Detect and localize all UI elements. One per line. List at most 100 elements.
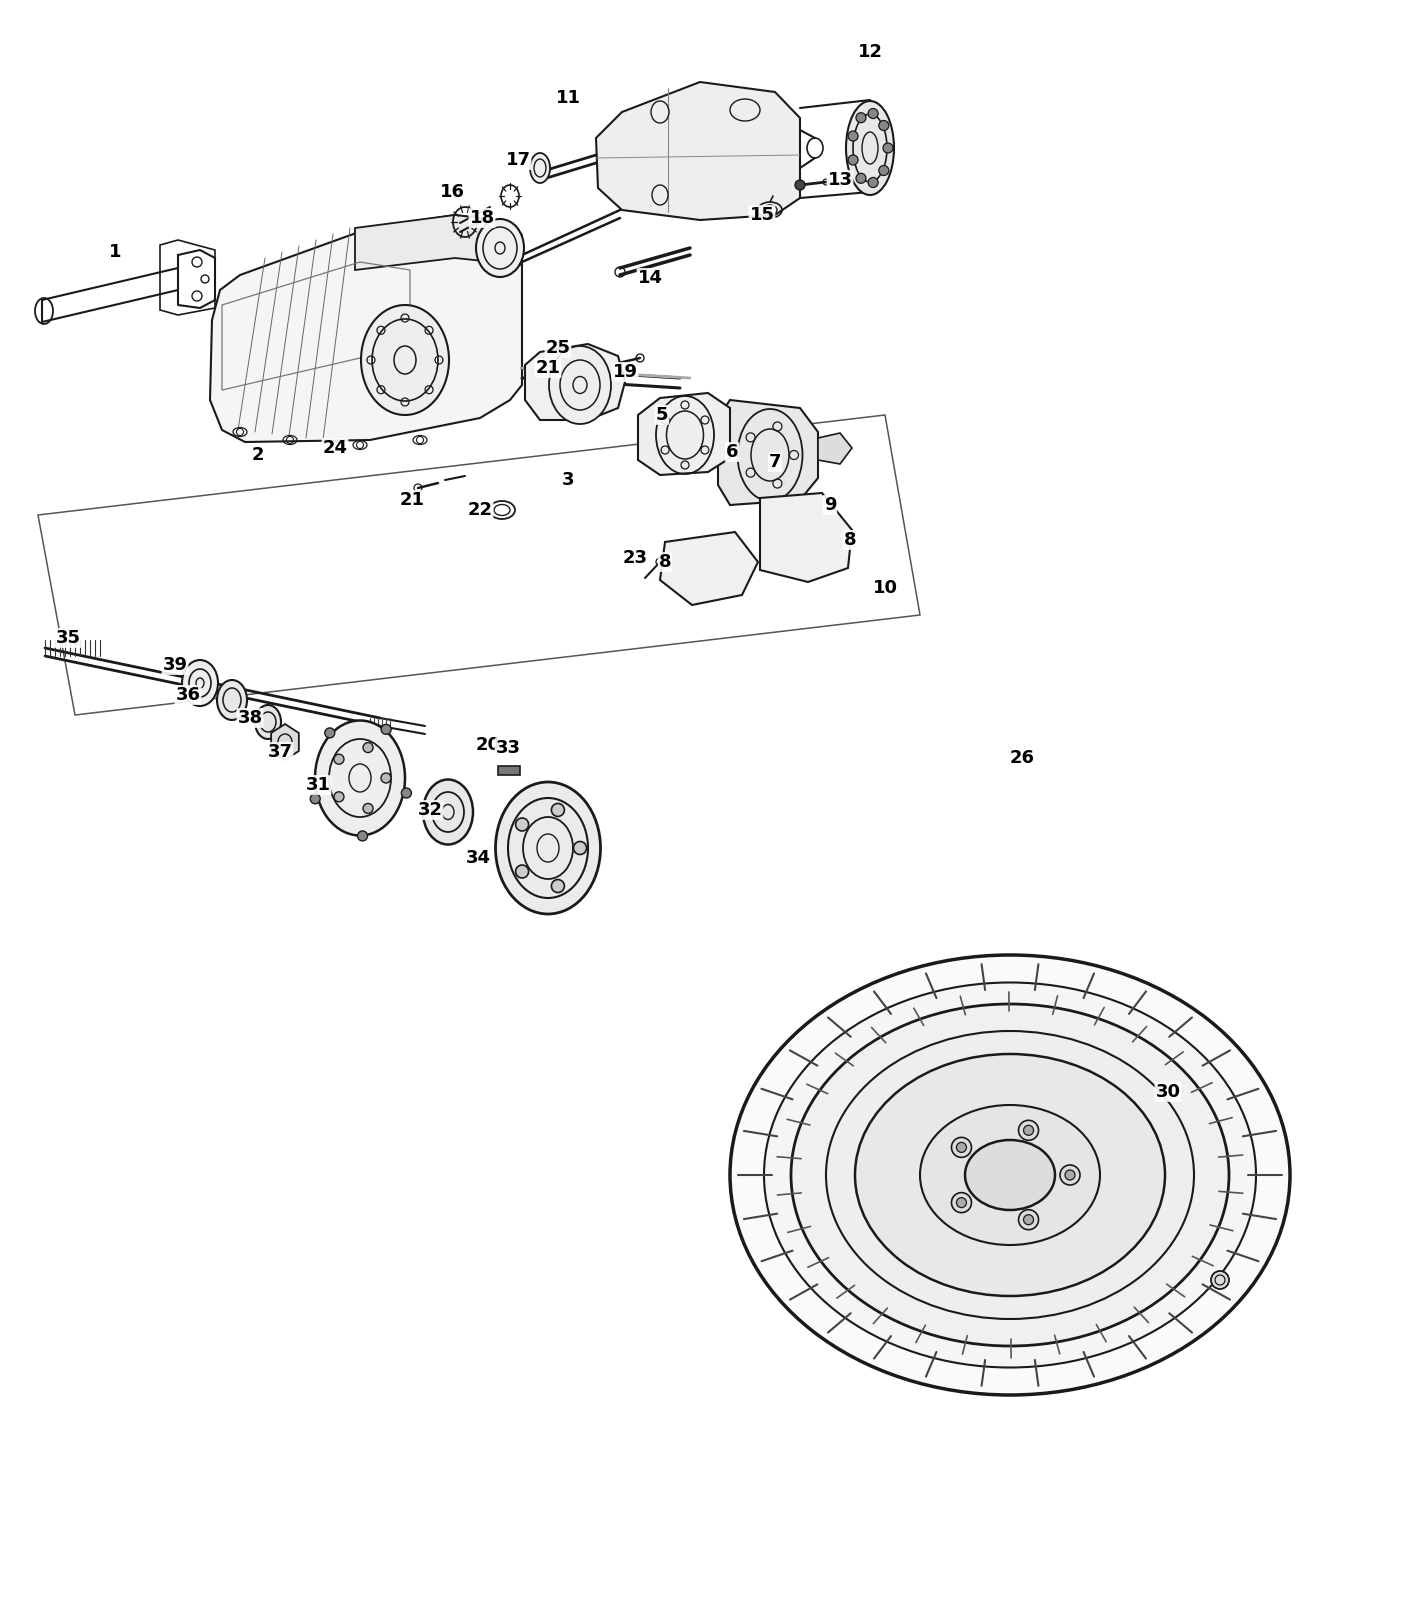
Circle shape (310, 794, 320, 804)
Circle shape (951, 1193, 972, 1213)
Ellipse shape (764, 982, 1257, 1368)
Circle shape (879, 165, 889, 175)
Ellipse shape (361, 305, 449, 415)
Text: 33: 33 (495, 739, 521, 757)
Circle shape (869, 109, 879, 118)
Ellipse shape (495, 781, 600, 914)
Polygon shape (596, 83, 799, 220)
Circle shape (883, 143, 893, 152)
Text: 6: 6 (726, 443, 739, 460)
Ellipse shape (826, 1031, 1194, 1319)
Text: 23: 23 (623, 550, 648, 567)
Circle shape (1211, 1271, 1230, 1289)
Ellipse shape (846, 101, 894, 195)
Circle shape (957, 1143, 966, 1153)
Text: 17: 17 (505, 151, 531, 169)
Ellipse shape (255, 705, 282, 739)
Text: 31: 31 (306, 776, 331, 794)
Text: 9: 9 (824, 496, 836, 514)
Circle shape (848, 131, 857, 141)
Circle shape (951, 1138, 972, 1157)
Circle shape (856, 173, 866, 183)
Circle shape (573, 841, 586, 854)
Ellipse shape (730, 955, 1290, 1396)
Polygon shape (209, 216, 522, 443)
Ellipse shape (855, 1054, 1165, 1297)
Circle shape (381, 773, 391, 783)
Polygon shape (760, 493, 852, 582)
Ellipse shape (216, 679, 248, 720)
Circle shape (552, 804, 565, 817)
Circle shape (334, 791, 344, 802)
Circle shape (957, 1198, 966, 1208)
Text: 14: 14 (638, 269, 662, 287)
Polygon shape (659, 532, 758, 605)
Text: 21: 21 (399, 491, 424, 509)
Text: 8: 8 (843, 532, 856, 550)
Circle shape (795, 180, 805, 190)
Text: 7: 7 (768, 452, 781, 472)
Text: 22: 22 (467, 501, 492, 519)
Circle shape (515, 866, 529, 879)
Text: 13: 13 (828, 170, 852, 190)
Circle shape (515, 819, 529, 832)
Circle shape (879, 120, 889, 131)
Text: 30: 30 (1156, 1083, 1180, 1101)
Text: 1: 1 (109, 243, 122, 261)
Polygon shape (717, 400, 818, 506)
Circle shape (1019, 1120, 1039, 1140)
Ellipse shape (920, 1106, 1099, 1245)
Circle shape (325, 728, 335, 738)
Ellipse shape (423, 780, 473, 845)
Ellipse shape (531, 152, 550, 183)
Text: 5: 5 (655, 405, 668, 425)
Text: 38: 38 (238, 708, 263, 726)
Text: 16: 16 (440, 183, 464, 201)
Text: 21: 21 (535, 358, 560, 378)
Circle shape (402, 788, 412, 798)
Text: 11: 11 (556, 89, 580, 107)
Circle shape (364, 742, 374, 752)
Polygon shape (818, 433, 852, 464)
Circle shape (1060, 1165, 1080, 1185)
Text: 32: 32 (417, 801, 443, 819)
Text: 39: 39 (163, 657, 188, 674)
Polygon shape (638, 392, 730, 475)
Text: 36: 36 (175, 686, 201, 704)
Circle shape (381, 725, 391, 734)
Circle shape (1019, 1209, 1039, 1230)
Circle shape (358, 832, 368, 841)
Ellipse shape (183, 660, 218, 707)
Circle shape (856, 113, 866, 123)
Text: 19: 19 (613, 363, 638, 381)
Text: 26: 26 (1009, 749, 1034, 767)
Bar (498, 767, 519, 775)
Text: 18: 18 (470, 209, 495, 227)
Text: 10: 10 (873, 579, 897, 597)
Text: 25: 25 (546, 339, 570, 357)
Circle shape (334, 754, 344, 763)
Polygon shape (272, 725, 299, 760)
Circle shape (1023, 1125, 1033, 1135)
Ellipse shape (475, 219, 524, 277)
Text: 24: 24 (323, 439, 348, 457)
Text: 35: 35 (55, 629, 81, 647)
Ellipse shape (791, 1003, 1230, 1345)
Text: 8: 8 (659, 553, 671, 571)
Ellipse shape (965, 1140, 1056, 1209)
Polygon shape (355, 216, 522, 271)
Text: 2: 2 (252, 446, 265, 464)
Ellipse shape (549, 345, 611, 425)
Circle shape (1023, 1214, 1033, 1225)
Polygon shape (525, 344, 625, 420)
Circle shape (869, 177, 879, 188)
Text: 12: 12 (857, 44, 883, 62)
Ellipse shape (316, 720, 405, 835)
Text: 15: 15 (750, 206, 774, 224)
Text: 3: 3 (562, 472, 574, 490)
Text: 20: 20 (475, 736, 501, 754)
Text: 34: 34 (466, 849, 491, 867)
Circle shape (364, 804, 374, 814)
Circle shape (848, 156, 857, 165)
Text: 37: 37 (267, 742, 293, 760)
